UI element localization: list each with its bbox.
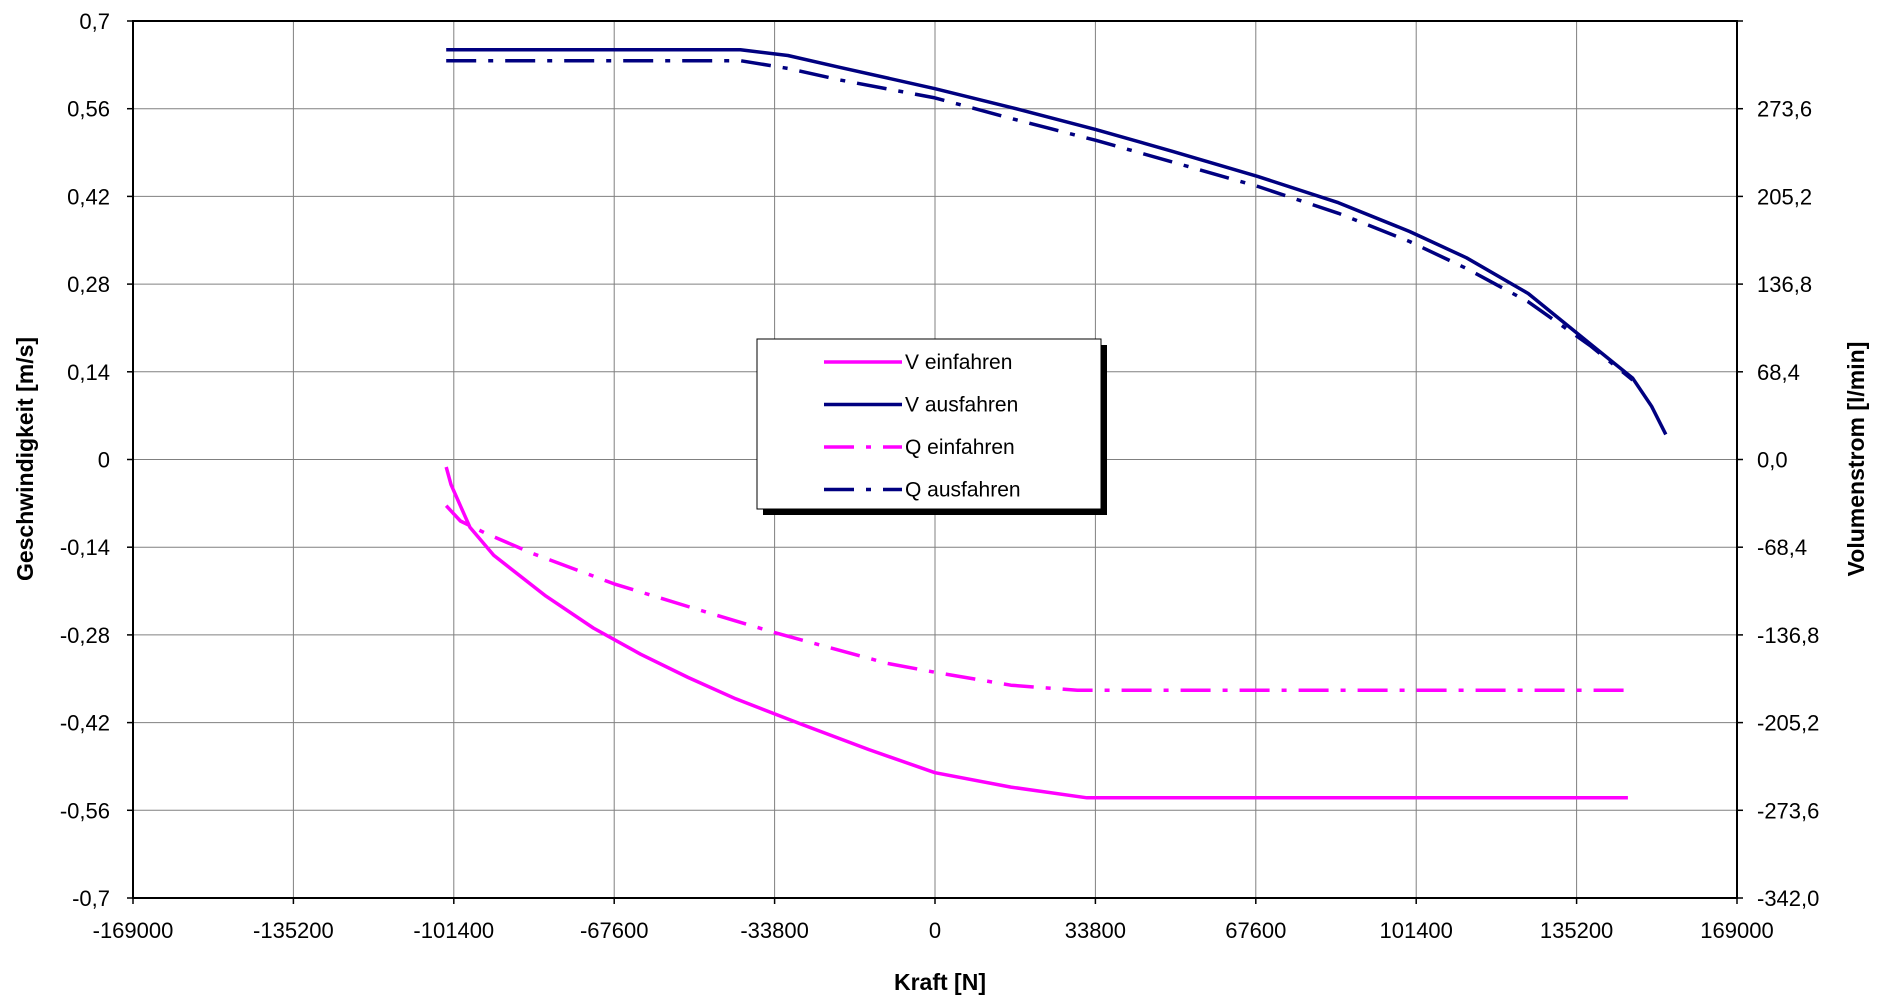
series-line-q-einfahren [444, 504, 1628, 693]
y2-tick-label: 205,2 [1757, 184, 1812, 209]
x-tick-label: -169000 [93, 918, 174, 943]
y-tick-label: 0,56 [67, 97, 110, 122]
series-layer [444, 48, 1668, 800]
y-tick-label: -0,42 [60, 711, 110, 736]
x-tick-label: -101400 [413, 918, 494, 943]
x-axis-ticks: -169000 -135200 -101400 -67600 -33800 0 33800 6… [93, 898, 1774, 943]
y2-tick-label: -136,8 [1757, 623, 1819, 648]
y-tick-label: 0 [98, 448, 110, 473]
y-tick-label: 0,7 [79, 9, 110, 34]
legend-label: V ausfahren [905, 394, 1018, 417]
y-tick-label: 0,42 [67, 184, 110, 209]
x-tick-label: -67600 [580, 918, 649, 943]
legend-label: V einfahren [905, 351, 1012, 374]
series-line-v-einfahren [444, 466, 1628, 800]
x-tick-label: 0 [929, 918, 941, 943]
y-tick-label: -0,14 [60, 535, 110, 560]
series-line-q-ausfahren [446, 58, 1634, 382]
x-tick-label: 135200 [1540, 918, 1613, 943]
y2-axis-ticks: 273,6 205,2 136,8 68,4 0,0 -68,4 -136,8 -205,2 -… [1737, 20, 1819, 911]
y2-tick-label: -68,4 [1757, 535, 1807, 560]
y-tick-label: 0,14 [67, 360, 110, 385]
y-tick-label: -0,28 [60, 623, 110, 648]
x-axis-title: Kraft [N] [894, 969, 986, 995]
y2-tick-label: 136,8 [1757, 272, 1812, 297]
y-tick-label: 0,28 [67, 272, 110, 297]
x-tick-label: -33800 [740, 918, 809, 943]
legend-label: Q einfahren [905, 436, 1015, 459]
y2-tick-label: -273,6 [1757, 798, 1819, 823]
y2-tick-label: 273,6 [1757, 97, 1812, 122]
y-tick-label: -0,56 [60, 798, 110, 823]
legend-box [756, 338, 1102, 510]
x-tick-label: 67600 [1225, 918, 1286, 943]
y2-axis-title: Volumenstrom [l/min] [1843, 342, 1869, 577]
legend-items: V einfahren V ausfahren Q einfahren Q ausfa… [824, 351, 1021, 502]
x-tick-label: 101400 [1379, 918, 1452, 943]
y2-tick-label: -342,0 [1757, 886, 1819, 911]
x-tick-label: 33800 [1065, 918, 1126, 943]
y2-tick-label: 0,0 [1757, 448, 1788, 473]
y2-tick-label: -205,2 [1757, 711, 1819, 736]
x-tick-label: -135200 [253, 918, 334, 943]
x-tick-label: 169000 [1700, 918, 1773, 943]
y-axis-ticks: 0,7 0,56 0,42 0,28 0,14 0 -0,14 -0,28 -0,42 -0,56… [60, 9, 133, 911]
legend: V einfahren V ausfahren Q einfahren Q ausfa… [756, 338, 1107, 515]
legend-label: Q ausfahren [905, 479, 1021, 502]
y-axis-title: Geschwindigkeit [m/s] [12, 337, 38, 581]
y-tick-label: -0,7 [72, 886, 110, 911]
y2-tick-label: 68,4 [1757, 360, 1800, 385]
